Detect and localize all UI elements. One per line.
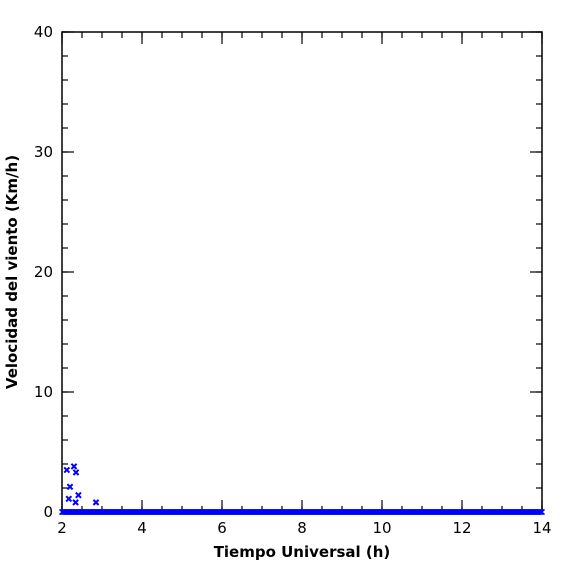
axis-ticks <box>61 31 543 513</box>
plot-frame <box>61 31 543 513</box>
y-tick-label: 20 <box>34 263 53 281</box>
y-tick-label: 0 <box>43 503 53 521</box>
data-point <box>65 495 73 503</box>
data-point <box>70 463 78 470</box>
y-tick-label: 10 <box>34 383 53 401</box>
x-tick-label: 4 <box>137 519 147 537</box>
tick-labels: 2 4 6 8 10 12 14 0 10 20 30 40 <box>34 23 552 537</box>
data-point-zero <box>538 508 546 516</box>
data-point <box>72 469 80 476</box>
data-point <box>72 499 79 506</box>
x-tick-label: 14 <box>532 519 551 537</box>
x-tick-label: 8 <box>297 519 307 537</box>
x-tick-label: 10 <box>372 519 391 537</box>
y-tick-label: 40 <box>34 23 53 41</box>
x-tick-label: 12 <box>452 519 471 537</box>
x-tick-label: 6 <box>217 519 227 537</box>
y-tick-label: 30 <box>34 143 53 161</box>
data-point <box>92 499 100 506</box>
scatter-series <box>58 463 546 516</box>
x-tick-label: 2 <box>57 519 67 537</box>
data-point <box>63 466 71 474</box>
x-axis-title: Tiempo Universal (h) <box>214 543 391 561</box>
data-point <box>75 491 82 499</box>
data-point <box>66 483 74 491</box>
y-axis-title: Velocidad del viento (Km/h) <box>3 155 21 389</box>
